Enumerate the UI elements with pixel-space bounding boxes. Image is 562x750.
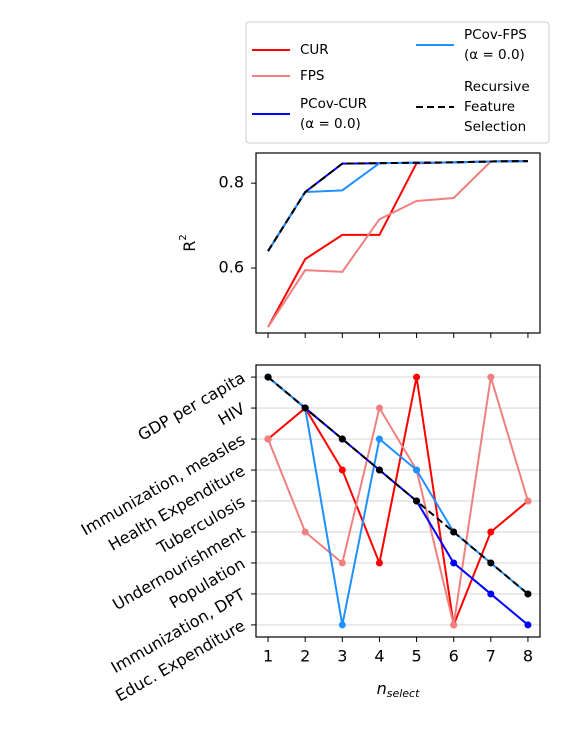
series-line: [267, 160, 528, 252]
series-marker: [338, 559, 346, 567]
legend-label: PCov-CUR (α = 0.0): [300, 96, 367, 132]
series-marker: [338, 435, 346, 443]
x-tick-label: 6: [449, 647, 459, 666]
series-marker: [487, 559, 495, 567]
y-tick-label: 0.8: [219, 173, 244, 192]
legend-label: PCov-FPS (α = 0.0): [464, 27, 527, 63]
series-marker: [264, 435, 272, 443]
x-tick-label: 3: [337, 647, 347, 666]
series-line: [267, 376, 529, 629]
x-tick-label: 4: [374, 647, 384, 666]
series-line: [267, 376, 529, 595]
legend-label: Recursive Feature Selection: [464, 79, 530, 135]
series-marker: [450, 528, 458, 536]
series-marker: [375, 435, 383, 443]
x-tick-label: 5: [411, 647, 421, 666]
y-tick-label: HIV: [215, 399, 249, 429]
series-marker: [487, 528, 495, 536]
series-marker: [301, 404, 309, 412]
series-line: [267, 160, 528, 328]
series-marker: [413, 373, 421, 381]
x-tick-label: 1: [263, 647, 273, 666]
series-marker: [338, 621, 346, 629]
series-marker: [301, 528, 309, 536]
x-label-base: n: [377, 679, 387, 698]
series-marker: [338, 466, 346, 474]
x-tick-label: 7: [486, 647, 496, 666]
series-marker: [524, 590, 532, 598]
series-marker: [524, 621, 532, 629]
y-label-superscript: 2: [178, 234, 189, 240]
series-line: [267, 160, 528, 252]
x-tick-label: 8: [523, 647, 533, 666]
x-label-subscript: select: [387, 687, 420, 700]
x-axis-label: nselect: [377, 679, 421, 701]
series-marker: [413, 466, 421, 474]
series-marker: [375, 466, 383, 474]
axes-frame: [255, 364, 541, 638]
series-marker: [524, 497, 532, 505]
axes-frame: [255, 152, 541, 334]
series-marker: [264, 373, 272, 381]
series-marker: [375, 559, 383, 567]
x-tick-label: 2: [300, 647, 310, 666]
series-line: [267, 376, 529, 626]
legend-label: FPS: [300, 68, 324, 84]
y-axis-label: R2: [178, 234, 199, 252]
series-marker: [450, 621, 458, 629]
y-label-base: R: [180, 241, 199, 252]
series-marker: [450, 559, 458, 567]
series-marker: [487, 590, 495, 598]
series-line: [267, 160, 528, 328]
legend-box: [245, 21, 550, 144]
y-tick-label: 0.6: [219, 258, 244, 277]
series-line: [267, 376, 529, 626]
series-marker: [375, 404, 383, 412]
series-marker: [487, 373, 495, 381]
legend-label: CUR: [300, 42, 329, 58]
series-marker: [413, 497, 421, 505]
series-line: [267, 160, 528, 252]
